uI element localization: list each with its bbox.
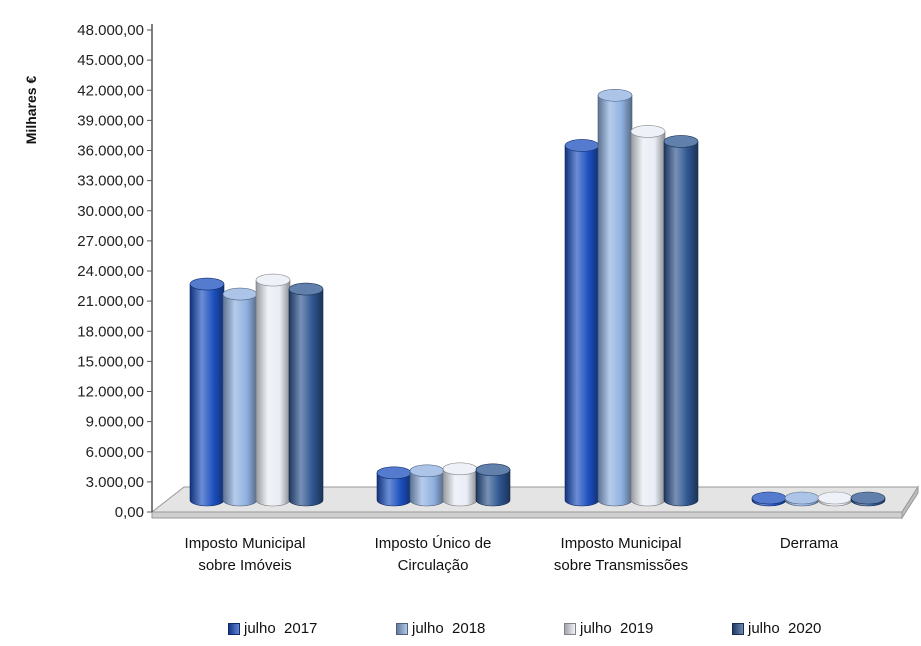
bar-top	[475, 463, 511, 477]
y-tick-label: 15.000,00	[77, 353, 144, 370]
bar-top	[222, 287, 258, 301]
bar	[630, 125, 666, 507]
y-tick-label: 39.000,00	[77, 112, 144, 129]
bar-top	[663, 135, 699, 148]
bar-top	[850, 491, 886, 505]
y-tick-label: 36.000,00	[77, 143, 144, 160]
bar	[189, 277, 225, 507]
y-tick-label: 24.000,00	[77, 263, 144, 280]
bar-body	[597, 94, 633, 507]
bar	[222, 287, 258, 507]
y-tick-label: 12.000,00	[77, 384, 144, 401]
legend-label: julho 2019	[580, 620, 654, 637]
bar	[409, 464, 445, 507]
y-tick-label: 6.000,00	[86, 444, 144, 461]
bar-body	[663, 141, 699, 507]
bar-body	[222, 293, 258, 507]
bar-top	[255, 273, 291, 287]
category-label: Derrama	[780, 535, 839, 552]
legend-item: julho 2017	[228, 620, 317, 637]
bar-top	[630, 125, 666, 138]
bar-top	[817, 491, 853, 505]
bar	[817, 491, 853, 507]
bar	[288, 282, 324, 507]
legend-item: julho 2019	[564, 620, 653, 637]
legend-swatch	[564, 622, 576, 635]
category-label: Imposto Municipal sobre Imóveis	[185, 535, 306, 574]
bar-top	[376, 466, 412, 480]
bars	[189, 88, 886, 507]
bar	[850, 491, 886, 507]
y-tick-label: 9.000,00	[86, 414, 144, 431]
bar-body	[475, 469, 511, 507]
y-tick-label: 18.000,00	[77, 323, 144, 340]
legend: julho 2017 julho 2018 julho 2019 julho 2020	[0, 620, 921, 644]
y-tick-label: 30.000,00	[77, 203, 144, 220]
y-axis-label: Milhares €	[23, 76, 39, 145]
floor-side	[901, 485, 919, 520]
legend-label: julho 2017	[244, 620, 318, 637]
y-tick-label: 0,00	[115, 504, 144, 521]
floor-front	[151, 511, 903, 519]
bar-top	[564, 139, 600, 152]
bar	[376, 466, 412, 507]
bar-body	[288, 288, 324, 507]
bar-top	[409, 464, 445, 478]
bar-body	[630, 131, 666, 507]
y-tick-label: 33.000,00	[77, 173, 144, 190]
y-tick-label: 3.000,00	[86, 474, 144, 491]
chart-floor	[150, 485, 919, 520]
bar-top	[597, 88, 633, 102]
bar	[751, 491, 787, 507]
y-tick-label: 48.000,00	[77, 22, 144, 39]
bar	[784, 491, 820, 507]
category-labels: Imposto Municipal sobre Imóveis Imposto Ún…	[185, 535, 839, 574]
bar	[663, 135, 699, 507]
bar-body	[255, 279, 291, 507]
y-tick-label: 21.000,00	[77, 293, 144, 310]
bar	[597, 88, 633, 507]
bar-body	[564, 145, 600, 507]
legend-item: julho 2018	[396, 620, 485, 637]
bar-top	[288, 282, 324, 296]
category-label: Imposto Único de Circulação	[375, 535, 492, 574]
y-tick-label: 42.000,00	[77, 82, 144, 99]
legend-label: julho 2018	[412, 620, 486, 637]
legend-swatch	[228, 622, 240, 635]
bar	[564, 139, 600, 507]
bar	[442, 462, 478, 507]
bar-body	[189, 283, 225, 507]
bar-chart: 0,00 3.000,00 6.000,00 9.000,00 12.000,00 15.…	[23, 22, 919, 574]
y-tick-labels: 0,00 3.000,00 6.000,00 9.000,00 12.000,00 15.…	[77, 22, 152, 521]
bar	[475, 463, 511, 507]
y-tick-label: 27.000,00	[77, 233, 144, 250]
legend-item: julho 2020	[732, 620, 821, 637]
category-label: Imposto Municipal sobre Transmissões	[554, 535, 688, 574]
bar-top	[784, 491, 820, 505]
bar-top	[442, 462, 478, 476]
legend-label: julho 2020	[748, 620, 822, 637]
bar-top	[751, 491, 787, 505]
y-tick-label: 45.000,00	[77, 52, 144, 69]
legend-swatch	[732, 622, 744, 635]
bar	[255, 273, 291, 507]
bar-top	[189, 277, 225, 291]
legend-swatch	[396, 622, 408, 635]
